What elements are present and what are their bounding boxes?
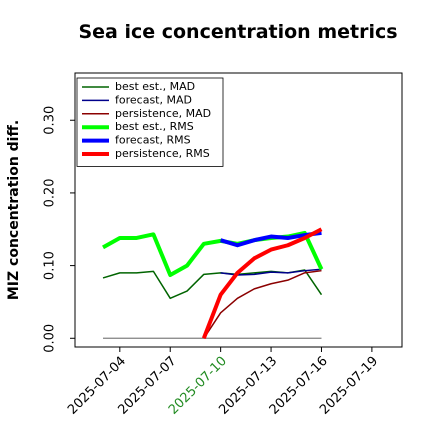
legend-label: persistence, RMS — [115, 147, 210, 160]
y-tick-label: 0.10 — [43, 251, 58, 280]
y-tick-label: 0.00 — [43, 324, 58, 353]
legend-label: best est., MAD — [115, 80, 195, 93]
legend-box — [76, 77, 224, 167]
y-axis-label: MIZ concentration diff. — [6, 120, 22, 300]
series-line — [203, 269, 322, 339]
series-line — [102, 269, 323, 300]
legend-label: persistence, MAD — [115, 107, 211, 120]
legend-label: best est., RMS — [115, 120, 194, 133]
legend-label: forecast, RMS — [115, 134, 191, 147]
series-line — [220, 230, 322, 248]
plot-frame — [74, 72, 403, 348]
series-line — [201, 227, 323, 339]
y-tick-label: 0.30 — [43, 106, 58, 135]
y-tick-label: 0.20 — [43, 178, 58, 207]
legend-label: forecast, MAD — [115, 93, 192, 106]
chart-title: Sea ice concentration metrics — [78, 21, 397, 43]
